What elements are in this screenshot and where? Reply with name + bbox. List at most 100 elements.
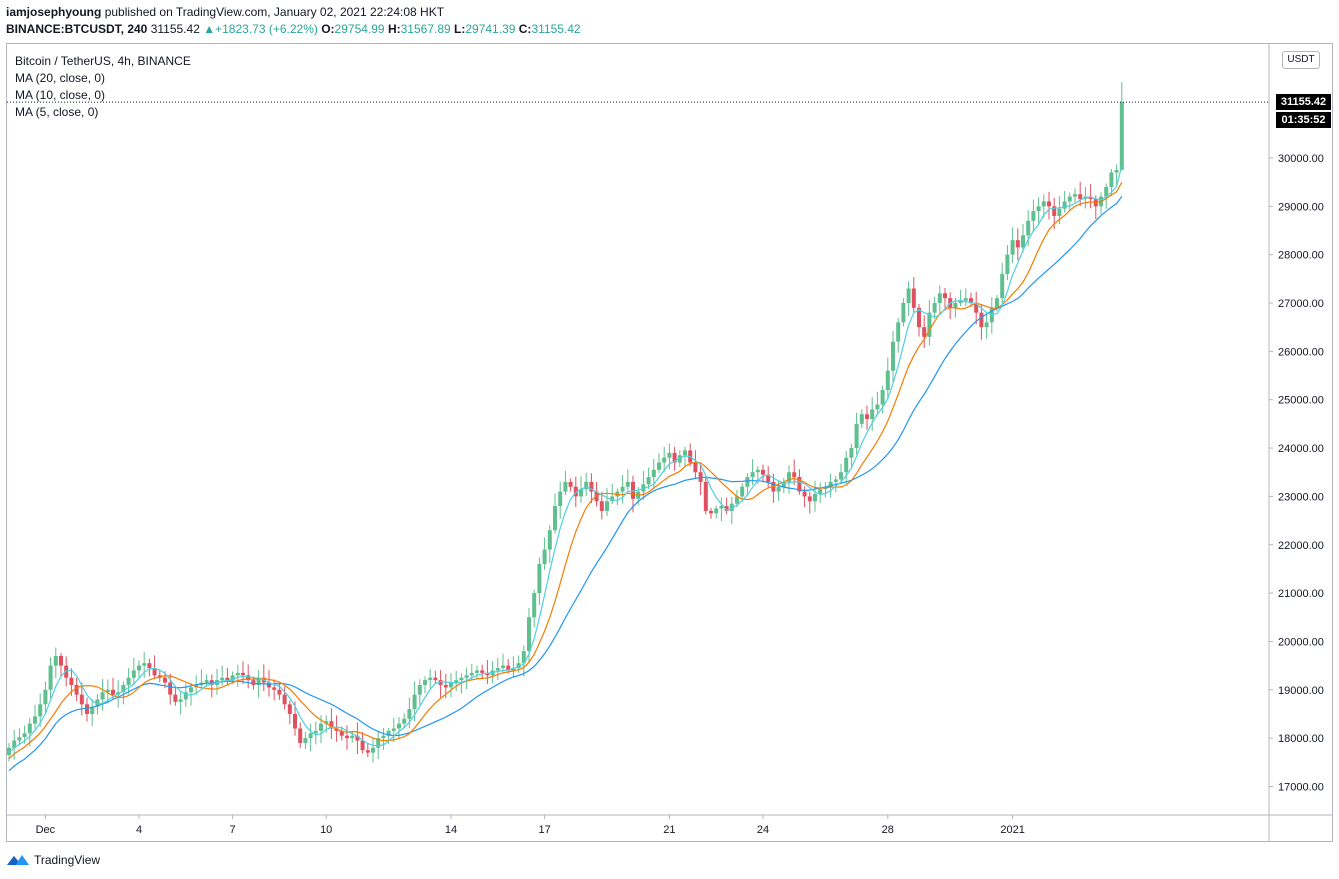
candle-body (38, 704, 43, 717)
legend-ma20[interactable]: MA (20, close, 0) (15, 71, 106, 85)
candle-body (381, 735, 386, 739)
legend-ma5[interactable]: MA (5, close, 0) (15, 105, 99, 119)
candle-body (131, 670, 136, 678)
currency-unit-badge[interactable]: USDT (1282, 51, 1320, 69)
candle-body (875, 404, 880, 410)
candle-body (506, 665, 511, 671)
time-tick-label: 4 (136, 824, 142, 836)
candle-body (849, 448, 854, 458)
candle-body (511, 668, 516, 671)
time-tick-label: 14 (445, 824, 457, 836)
candle-body (173, 694, 178, 702)
candle-body (480, 670, 485, 673)
open-value: 29754.99 (334, 22, 385, 36)
candle-body (365, 750, 370, 753)
candle-body (979, 312, 984, 328)
candle-body (90, 706, 95, 714)
candle-body (828, 481, 833, 487)
candle-body (412, 694, 417, 710)
candle-body (33, 716, 37, 724)
author-name[interactable]: iamjosephyoung (6, 5, 102, 19)
price-tick-label: 17000.00 (1278, 782, 1324, 794)
low-label: L: (454, 22, 466, 36)
candle-body (807, 496, 812, 502)
candle-body (397, 723, 401, 729)
candle-body (501, 665, 505, 669)
candle-body (766, 474, 771, 482)
candle-body (324, 721, 329, 724)
candle-body (932, 303, 937, 313)
candle-body (443, 684, 448, 688)
candle-body (729, 503, 734, 511)
tradingview-logo-icon (7, 855, 29, 865)
candle-body (922, 327, 927, 337)
candle-body (339, 730, 344, 736)
candle-body (1010, 240, 1015, 255)
candle-body (1041, 201, 1046, 207)
candle-body (724, 506, 729, 511)
candle-body (376, 738, 381, 748)
candle-body (147, 663, 152, 669)
candle-body (818, 489, 823, 494)
candle-body (391, 728, 396, 731)
candle-body (906, 288, 911, 303)
candle-body (464, 675, 469, 678)
footer-brand-label: TradingView (34, 853, 101, 867)
symbol-name: BINANCE:BTCUSDT, 240 (6, 22, 148, 36)
candle-body (267, 682, 271, 688)
publish-info: iamjosephyoung published on TradingView.… (6, 5, 444, 20)
symbol-ohlc-line: BINANCE:BTCUSDT, 240 31155.42 ▲+1823.73 … (6, 22, 581, 37)
candle-body (953, 303, 958, 308)
time-tick-label: 28 (882, 824, 894, 836)
candle-body (880, 390, 885, 405)
candle-body (1021, 235, 1025, 248)
candle-body (246, 675, 251, 681)
candle-body (719, 506, 724, 509)
candle-body (677, 455, 682, 463)
candle-body (625, 481, 630, 487)
candle-body (111, 689, 115, 695)
candle-body (350, 735, 355, 739)
candle-body (329, 721, 334, 729)
footer-brand[interactable]: TradingView (6, 851, 100, 869)
candle-body (781, 481, 786, 487)
candle-body (22, 733, 27, 738)
candle-body (423, 680, 427, 685)
candle-body (475, 670, 479, 673)
candle-body (1067, 196, 1072, 202)
candle-body (974, 303, 979, 313)
candle-body (1104, 186, 1109, 197)
candle-body (641, 484, 646, 492)
candle-body (48, 665, 53, 690)
candle-body (984, 322, 989, 328)
price-tick-label: 22000.00 (1278, 540, 1324, 552)
legend-ma10[interactable]: MA (10, close, 0) (15, 88, 106, 102)
candle-body (589, 481, 594, 492)
up-arrow-icon: ▲ (203, 22, 216, 36)
candle-body (709, 510, 713, 514)
candle-body (662, 457, 667, 463)
candle-body (833, 479, 838, 482)
candle-body (885, 370, 890, 391)
candle-body (969, 298, 973, 303)
candle-body (553, 506, 557, 531)
candle-body (521, 651, 526, 664)
candle-body (59, 655, 63, 666)
price-change: +1823.73 (+6.22%) (215, 22, 318, 36)
candle-body (293, 713, 297, 729)
candle-body (183, 692, 188, 700)
last-price-badge: 31155.42 (1276, 94, 1331, 110)
open-label: O: (321, 22, 335, 36)
price-tick-label: 19000.00 (1278, 685, 1324, 697)
close-label: C: (518, 22, 532, 36)
candle-body (901, 303, 906, 323)
candle-body (282, 694, 287, 705)
candle-body (1078, 194, 1083, 200)
candle-body (17, 737, 22, 741)
candle-body (620, 486, 625, 492)
candle-body (121, 684, 126, 693)
candle-body (168, 682, 173, 695)
candle-body (7, 747, 11, 756)
candle-body (53, 655, 58, 666)
